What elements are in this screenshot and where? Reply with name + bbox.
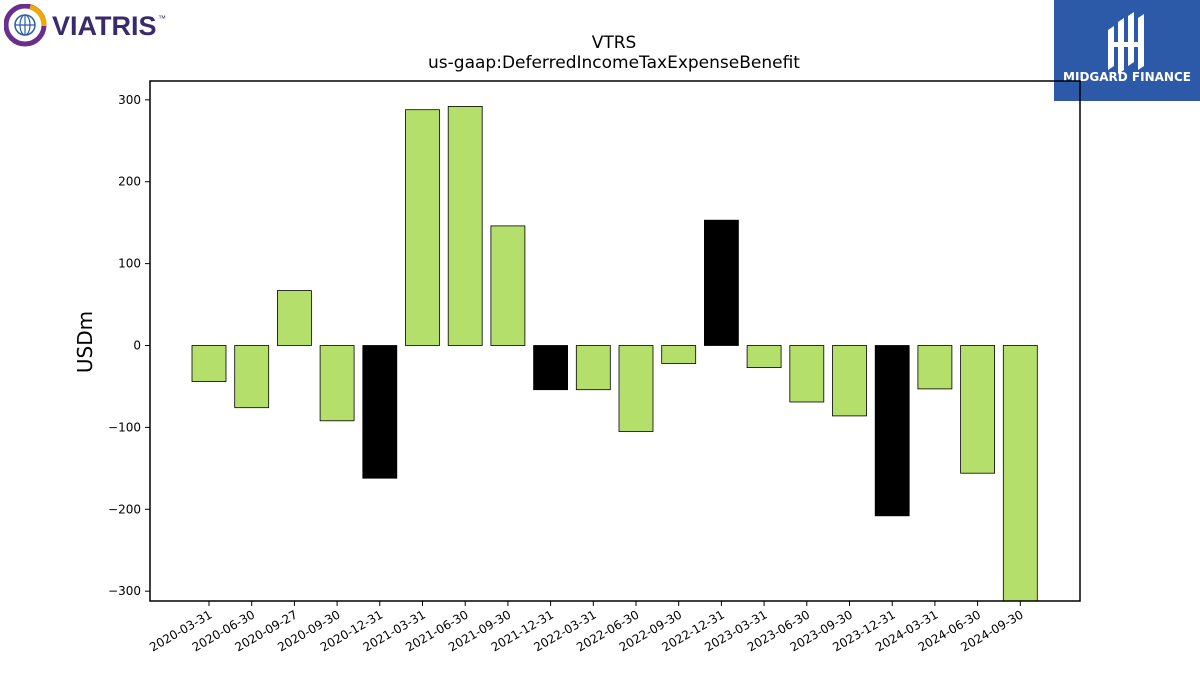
midgard-finance-logo: MIDGARD FINANCE [1054, 0, 1200, 101]
plot-area-frame [149, 80, 1081, 602]
y-tick-label: 0 [133, 339, 141, 353]
y-tick-label: −300 [108, 584, 141, 598]
bar-2024-03-31 [917, 345, 953, 390]
bar-2020-09-27 [276, 290, 312, 346]
y-tick-label: −200 [108, 502, 141, 516]
bar-2022-12-31 [704, 219, 739, 346]
publisher-name: MIDGARD FINANCE [1063, 70, 1191, 84]
bars-group [191, 106, 1038, 602]
bar-2023-06-30 [789, 345, 825, 403]
y-tick-label: 300 [118, 93, 141, 107]
chart-title: VTRS [592, 33, 637, 53]
bar-2022-06-30 [618, 345, 654, 432]
bar-2022-03-31 [575, 345, 611, 391]
bar-2020-12-31 [362, 345, 398, 479]
bar-2021-03-31 [405, 109, 440, 346]
bar-2020-09-30 [319, 345, 355, 422]
bar-2024-06-30 [960, 345, 995, 474]
bar-2021-09-30 [490, 225, 526, 346]
y-axis-label: USDm [73, 311, 97, 373]
x-axis: 2020-03-312020-06-302020-09-272020-09-30… [147, 601, 1026, 654]
bar-2023-09-30 [832, 345, 867, 417]
bar-2020-06-30 [234, 345, 270, 409]
chart-subtitle: us-gaap:DeferredIncomeTaxExpenseBenefit [428, 53, 800, 73]
publisher-logo-background [1054, 0, 1200, 101]
bar-2022-09-30 [661, 345, 697, 364]
trademark-symbol: ™ [158, 14, 166, 23]
bar-2021-06-30 [447, 106, 483, 346]
y-tick-label: 100 [118, 257, 141, 271]
bar-2020-03-31 [191, 345, 227, 382]
viatris-globe-accent [29, 4, 47, 27]
y-tick-label: 200 [118, 175, 141, 189]
y-tick-label: −100 [108, 420, 141, 434]
bar-2023-12-31 [874, 345, 910, 517]
y-axis: 300 200 100 0 −100 −200 −300 [108, 93, 150, 598]
bar-2024-09-30 [1002, 345, 1038, 602]
viatris-logo: VIATRIS ™ [3, 3, 174, 48]
bar-2023-03-31 [746, 345, 782, 369]
company-name: VIATRIS [52, 11, 157, 41]
bar-2021-12-31 [533, 345, 568, 391]
midgard-emblem-icon [1108, 12, 1144, 74]
